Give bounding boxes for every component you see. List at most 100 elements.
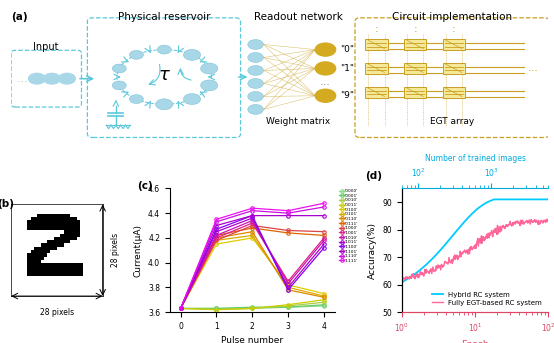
Text: :: : xyxy=(413,24,417,34)
'0011' xyxy=(321,298,327,302)
'1000' xyxy=(213,238,220,243)
'1010' xyxy=(285,282,291,286)
Line: Hybrid RC system: Hybrid RC system xyxy=(402,199,548,282)
'0110' xyxy=(213,236,220,240)
Legend: '0000', '0001', '0010', '0011', '0100', '0101', '0110', '0111', '1000', '1001', : '0000', '0001', '0010', '0011', '0100', … xyxy=(338,188,359,264)
'1110' xyxy=(177,306,184,310)
Text: Input: Input xyxy=(33,42,59,52)
'1001' xyxy=(177,306,184,310)
'1101' xyxy=(285,214,291,218)
'0000' xyxy=(177,306,184,310)
Text: "1": "1" xyxy=(340,64,354,73)
Text: Readout network: Readout network xyxy=(254,12,343,22)
'0111' xyxy=(321,233,327,237)
Text: "9": "9" xyxy=(340,91,354,100)
'0001' xyxy=(177,306,184,310)
'0100' xyxy=(177,306,184,310)
'0100' xyxy=(285,283,291,287)
'1110' xyxy=(249,209,255,213)
Fully EGT-based RC system xyxy=(532,219,538,223)
'0101' xyxy=(213,238,220,243)
Fully EGT-based RC system xyxy=(398,275,405,279)
Text: ...: ... xyxy=(17,72,29,85)
FancyBboxPatch shape xyxy=(404,39,427,50)
'0110' xyxy=(177,306,184,310)
Text: "0": "0" xyxy=(340,45,354,54)
'0000' xyxy=(249,306,255,310)
'0010' xyxy=(177,306,184,310)
Circle shape xyxy=(183,49,201,60)
'0111' xyxy=(213,233,220,237)
Text: 28 pixels: 28 pixels xyxy=(40,308,74,317)
'1001' xyxy=(321,236,327,240)
Text: Weight matrix: Weight matrix xyxy=(266,117,331,126)
Circle shape xyxy=(112,81,126,90)
FancyBboxPatch shape xyxy=(443,39,465,50)
'0011' xyxy=(285,303,291,307)
FancyBboxPatch shape xyxy=(365,39,388,50)
Line: '1100': '1100' xyxy=(179,214,326,310)
'0101' xyxy=(285,285,291,289)
'1111' xyxy=(213,217,220,221)
Line: '1001': '1001' xyxy=(179,221,326,310)
Line: '0100': '0100' xyxy=(179,236,326,310)
Hybrid RC system xyxy=(522,197,529,201)
Text: ...: ... xyxy=(528,63,539,73)
Circle shape xyxy=(130,95,143,104)
Circle shape xyxy=(157,45,171,54)
Line: '0000': '0000' xyxy=(179,304,326,310)
Hybrid RC system xyxy=(485,200,492,204)
'0111' xyxy=(249,226,255,230)
Fully EGT-based RC system xyxy=(486,231,493,235)
Fully EGT-based RC system xyxy=(402,278,409,282)
'1011' xyxy=(249,216,255,220)
'0100' xyxy=(321,292,327,296)
Circle shape xyxy=(201,80,218,91)
'1001' xyxy=(249,221,255,225)
'1011' xyxy=(321,242,327,246)
'1000' xyxy=(321,230,327,234)
'0101' xyxy=(249,233,255,237)
Fully EGT-based RC system xyxy=(543,217,550,221)
'1111' xyxy=(285,209,291,213)
Circle shape xyxy=(315,62,336,75)
'1101' xyxy=(213,223,220,227)
'0000' xyxy=(321,304,327,308)
Text: (d): (d) xyxy=(365,171,382,181)
FancyBboxPatch shape xyxy=(404,63,427,74)
Text: 28 pixels: 28 pixels xyxy=(111,233,120,267)
Circle shape xyxy=(315,43,336,56)
FancyBboxPatch shape xyxy=(365,87,388,98)
'1010' xyxy=(249,218,255,223)
Hybrid RC system xyxy=(491,197,498,201)
Line: '1101': '1101' xyxy=(179,214,326,310)
Circle shape xyxy=(130,50,143,59)
Fully EGT-based RC system xyxy=(522,219,529,223)
Line: '0010': '0010' xyxy=(179,300,326,311)
Y-axis label: Current(μA): Current(μA) xyxy=(134,224,142,277)
Line: '1110': '1110' xyxy=(179,205,326,310)
'1000' xyxy=(285,228,291,233)
'1100' xyxy=(249,214,255,218)
'0000' xyxy=(213,306,220,310)
'1100' xyxy=(213,227,220,231)
'0100' xyxy=(213,242,220,246)
Text: ...: ... xyxy=(320,77,331,87)
'0101' xyxy=(321,294,327,298)
'1101' xyxy=(249,214,255,218)
'1100' xyxy=(177,306,184,310)
Legend: Hybrid RC system, Fully EGT-based RC system: Hybrid RC system, Fully EGT-based RC sys… xyxy=(430,289,545,309)
Circle shape xyxy=(248,39,263,49)
'0110' xyxy=(285,288,291,292)
Circle shape xyxy=(29,73,45,84)
Text: EGT array: EGT array xyxy=(429,117,474,126)
'0000' xyxy=(285,305,291,309)
'0010' xyxy=(213,308,220,312)
'1101' xyxy=(177,306,184,310)
Text: Physical reservoir: Physical reservoir xyxy=(118,12,211,22)
Line: Fully EGT-based RC system: Fully EGT-based RC system xyxy=(402,219,548,280)
X-axis label: Epoch: Epoch xyxy=(461,340,489,343)
Hybrid RC system xyxy=(532,197,538,201)
Line: '0111': '0111' xyxy=(179,226,326,310)
Circle shape xyxy=(248,66,263,75)
